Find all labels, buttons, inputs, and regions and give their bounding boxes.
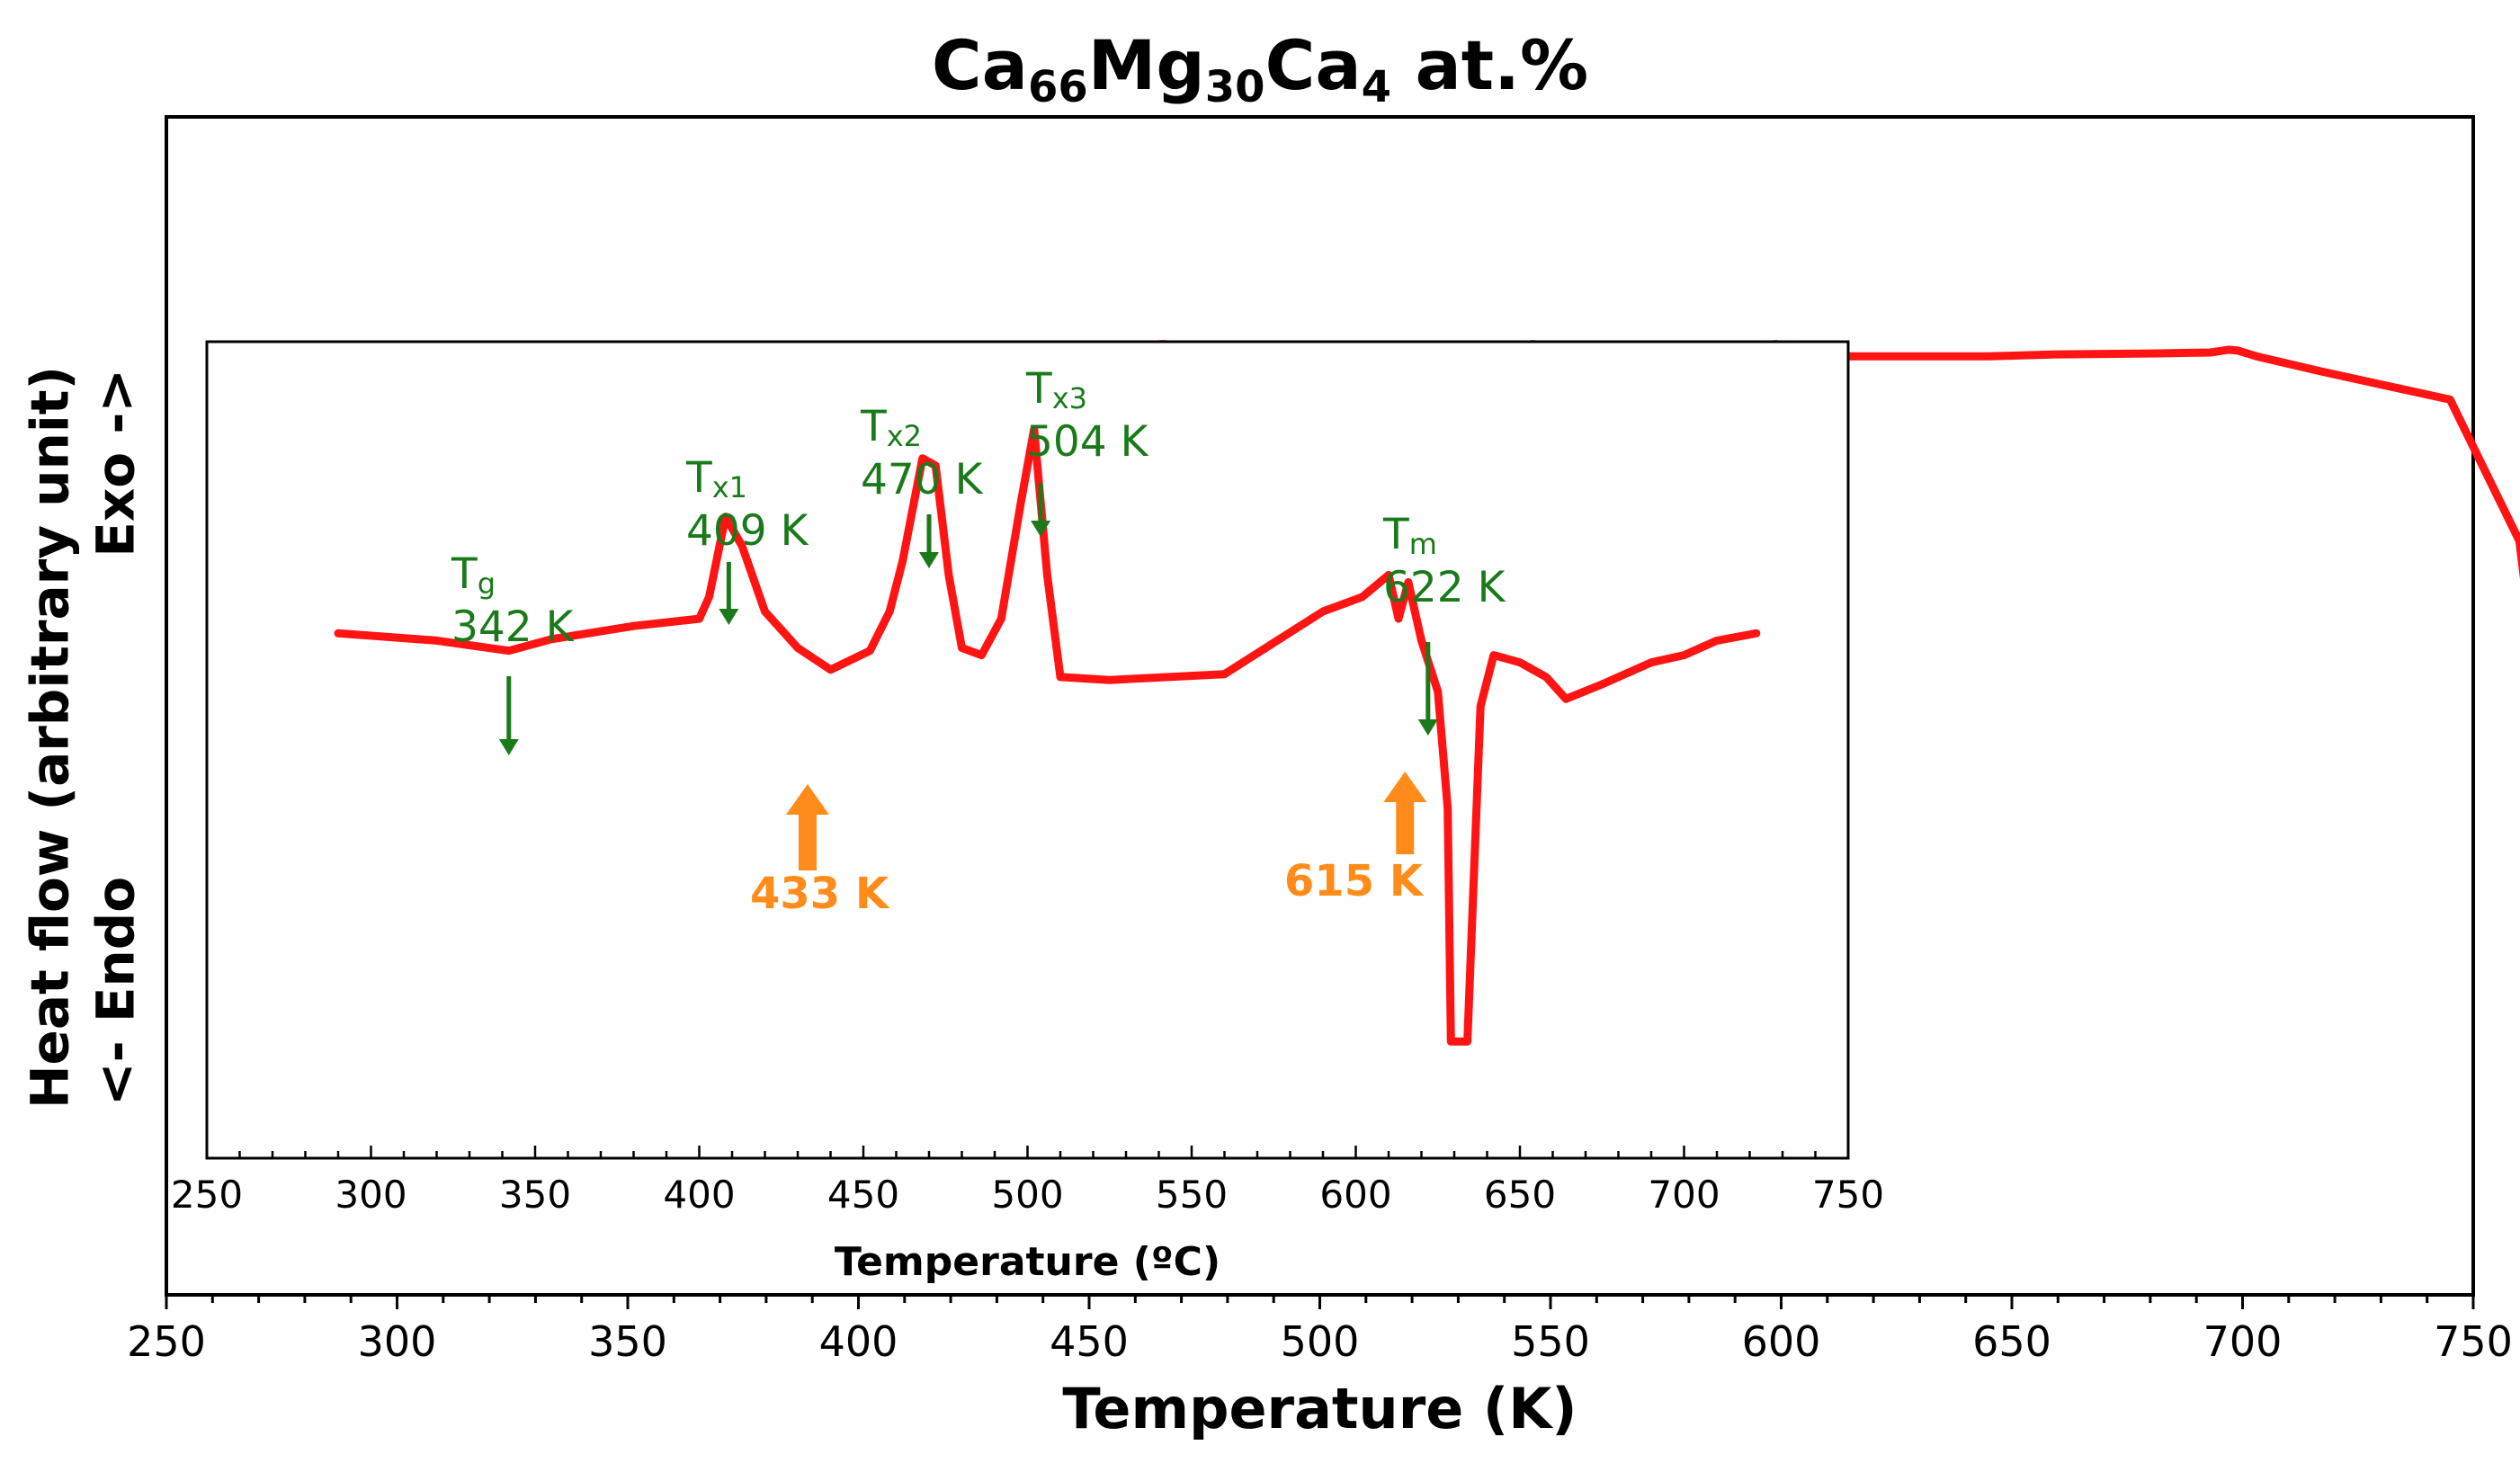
marker-m615-shaft: [1396, 798, 1415, 854]
inset-x-axis-label: Temperature (ºC): [834, 1239, 1221, 1285]
marker-m433-head: [785, 784, 829, 815]
inset-x-tick-label: 350: [499, 1173, 571, 1217]
x-tick-label: 400: [819, 1317, 898, 1366]
x-tick-label: 550: [1511, 1317, 1590, 1366]
annotation-tm: Tm 622 K: [1383, 510, 1506, 613]
annotation-tg: Tg 342 K: [451, 549, 574, 653]
inset-x-tick-label: 500: [991, 1173, 1063, 1217]
x-tick-label: 450: [1050, 1317, 1129, 1366]
annotation-tx3: Tx3 504 K: [1026, 364, 1148, 468]
x-tick-label: 750: [2434, 1317, 2513, 1366]
annotation-tx1: Tx1 409 K: [686, 453, 809, 557]
marker-m433-shaft: [798, 811, 817, 870]
x-axis-label: Temperature (K): [1062, 1376, 1577, 1441]
arrow-tg-head: [498, 739, 519, 755]
exo-label: Exo ->: [85, 369, 146, 558]
marker-m615-head: [1383, 772, 1427, 802]
marker-615: 615 K: [1284, 856, 1424, 906]
x-tick-label: 250: [127, 1317, 206, 1366]
inset-x-tick-label: 450: [827, 1173, 899, 1217]
inset-x-tick-label: 650: [1484, 1173, 1556, 1217]
x-tick-label: 700: [2203, 1317, 2283, 1366]
x-tick-label: 650: [1972, 1317, 2051, 1366]
inset-x-tick-label: 300: [335, 1173, 407, 1217]
annotation-tx2: Tx2 470 K: [861, 402, 983, 505]
x-tick-label: 300: [358, 1317, 437, 1366]
inset-x-tick-label: 700: [1648, 1173, 1720, 1217]
endo-label: <- Endo: [85, 876, 146, 1106]
x-tick-label: 500: [1281, 1317, 1360, 1366]
inset-x-tick-label: 750: [1812, 1173, 1884, 1217]
inset-x-tick-label: 250: [171, 1173, 243, 1217]
arrow-tx2-head: [919, 552, 939, 568]
chart-title: Ca66Mg30Ca4 at.%: [931, 25, 1589, 112]
inset-x-tick-label: 600: [1319, 1173, 1391, 1217]
inset-x-tick-label: 550: [1156, 1173, 1228, 1217]
x-tick-label: 350: [588, 1317, 667, 1366]
x-tick-label: 600: [1742, 1317, 1821, 1366]
marker-433: 433 K: [750, 869, 889, 919]
arrow-tx3-head: [1031, 521, 1051, 537]
arrow-tm-head: [1417, 719, 1438, 736]
inset-x-tick-label: 400: [663, 1173, 735, 1217]
arrow-tx1-head: [719, 609, 739, 625]
inset-curve-line: [334, 424, 1761, 1046]
